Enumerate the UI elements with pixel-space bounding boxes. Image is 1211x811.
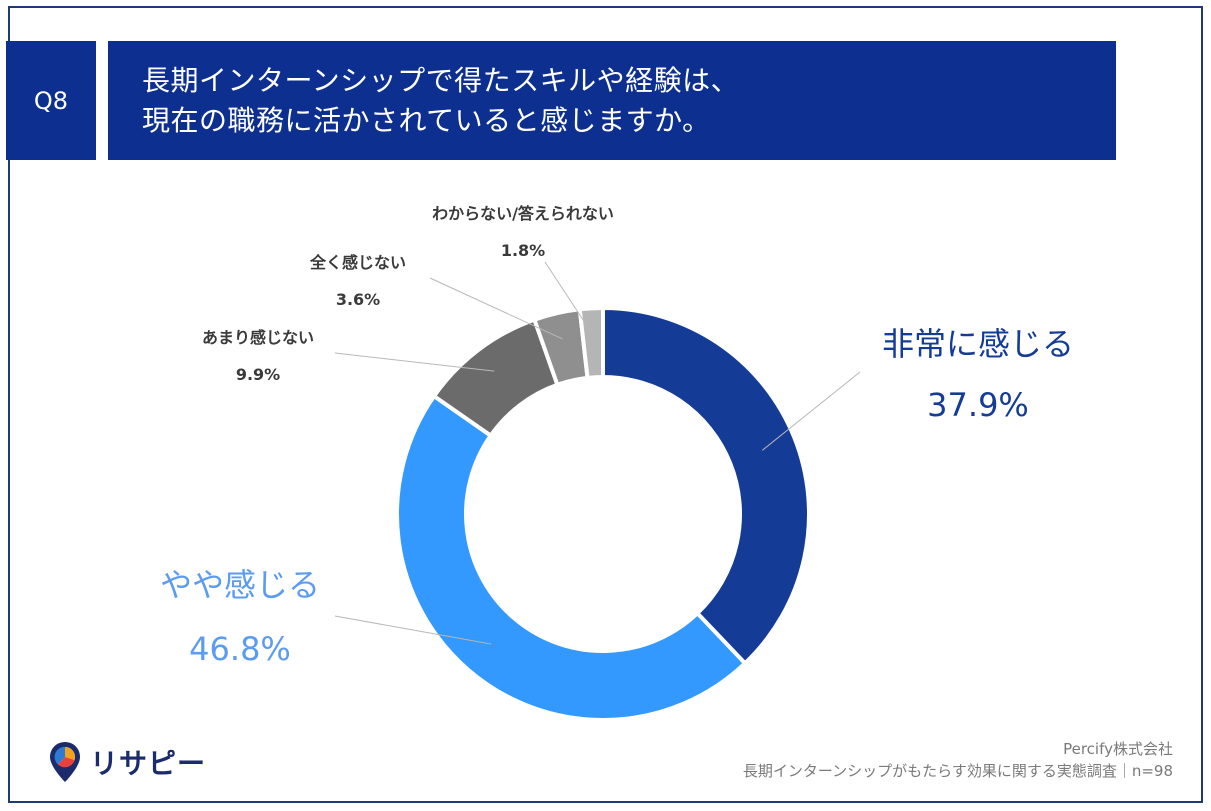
leader-line-very (761, 371, 861, 451)
footer: Percify株式会社 長期インターンシップがもたらす効果に関する実態調査｜n=… (743, 738, 1173, 782)
brand-logo: リサピー (48, 740, 206, 784)
slice-label-not-at-all: 全く感じない (309, 253, 406, 272)
leader-line-not-at-all (429, 277, 563, 340)
slice-value-very: 37.9% (927, 386, 1029, 424)
slice-somewhat (395, 393, 748, 722)
leader-lines (334, 261, 861, 645)
question-title-line-2: 現在の職務に活かされていると感じますか。 (142, 104, 711, 137)
question-title-box: 長期インターンシップで得たスキルや経験は、 現在の職務に活かされていると感じます… (108, 41, 1116, 160)
leader-line-unknown (544, 261, 594, 336)
question-number-box: Q8 (6, 41, 96, 160)
slice-label-somewhat: やや感じる (160, 566, 320, 604)
logo-text: リサピー (90, 747, 207, 780)
slice-value-not-at-all: 3.6% (336, 290, 380, 309)
slice-label-very: 非常に感じる (882, 325, 1074, 363)
slice-value-not-much: 9.9% (236, 365, 280, 384)
donut-slices (395, 305, 811, 722)
slice-label-unknown: わからない/答えられない (432, 204, 614, 223)
pin-logo-icon (50, 742, 80, 782)
slice-label-not-much: あまり感じない (202, 328, 314, 347)
question-number: Q8 (33, 86, 69, 115)
slice-very (601, 305, 811, 667)
slice-value-somewhat: 46.8% (189, 630, 291, 668)
slice-value-unknown: 1.8% (501, 241, 545, 260)
leader-line-not-much (334, 352, 495, 372)
question-title-line-1: 長期インターンシップで得たスキルや経験は、 (142, 64, 740, 97)
leader-line-somewhat (334, 615, 492, 645)
slice-unknown (577, 305, 605, 381)
footer-company: Percify株式会社 (1063, 740, 1173, 758)
footer-survey: 長期インターンシップがもたらす効果に関する実態調査｜n=98 (742, 762, 1173, 780)
